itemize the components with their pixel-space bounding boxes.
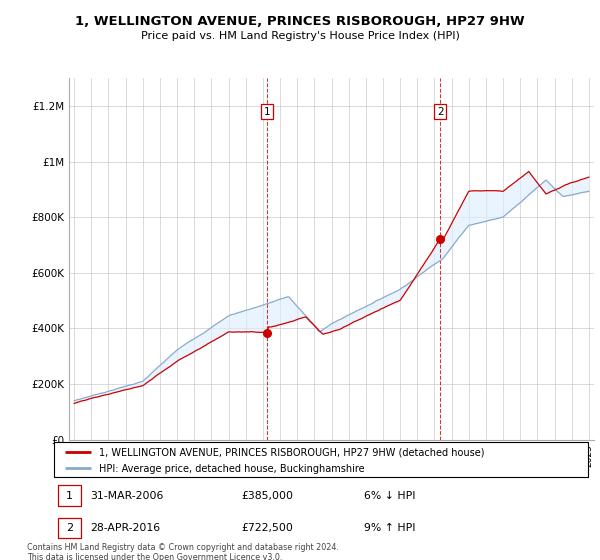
Text: 1, WELLINGTON AVENUE, PRINCES RISBOROUGH, HP27 9HW (detached house): 1, WELLINGTON AVENUE, PRINCES RISBOROUGH… xyxy=(100,448,485,458)
Text: £385,000: £385,000 xyxy=(241,491,293,501)
Text: 6% ↓ HPI: 6% ↓ HPI xyxy=(364,491,415,501)
Text: 31-MAR-2006: 31-MAR-2006 xyxy=(91,491,164,501)
Text: 1: 1 xyxy=(66,491,73,501)
FancyBboxPatch shape xyxy=(54,442,588,477)
FancyBboxPatch shape xyxy=(58,517,80,539)
Text: 2: 2 xyxy=(66,523,73,533)
Text: Price paid vs. HM Land Registry's House Price Index (HPI): Price paid vs. HM Land Registry's House … xyxy=(140,31,460,41)
Text: 2: 2 xyxy=(437,107,443,116)
Text: HPI: Average price, detached house, Buckinghamshire: HPI: Average price, detached house, Buck… xyxy=(100,464,365,474)
FancyBboxPatch shape xyxy=(58,485,80,506)
Text: 1: 1 xyxy=(264,107,271,116)
Text: 1, WELLINGTON AVENUE, PRINCES RISBOROUGH, HP27 9HW: 1, WELLINGTON AVENUE, PRINCES RISBOROUGH… xyxy=(75,15,525,28)
Text: £722,500: £722,500 xyxy=(241,523,293,533)
Text: Contains HM Land Registry data © Crown copyright and database right 2024.
This d: Contains HM Land Registry data © Crown c… xyxy=(27,543,339,560)
Text: 28-APR-2016: 28-APR-2016 xyxy=(91,523,160,533)
Text: 9% ↑ HPI: 9% ↑ HPI xyxy=(364,523,415,533)
